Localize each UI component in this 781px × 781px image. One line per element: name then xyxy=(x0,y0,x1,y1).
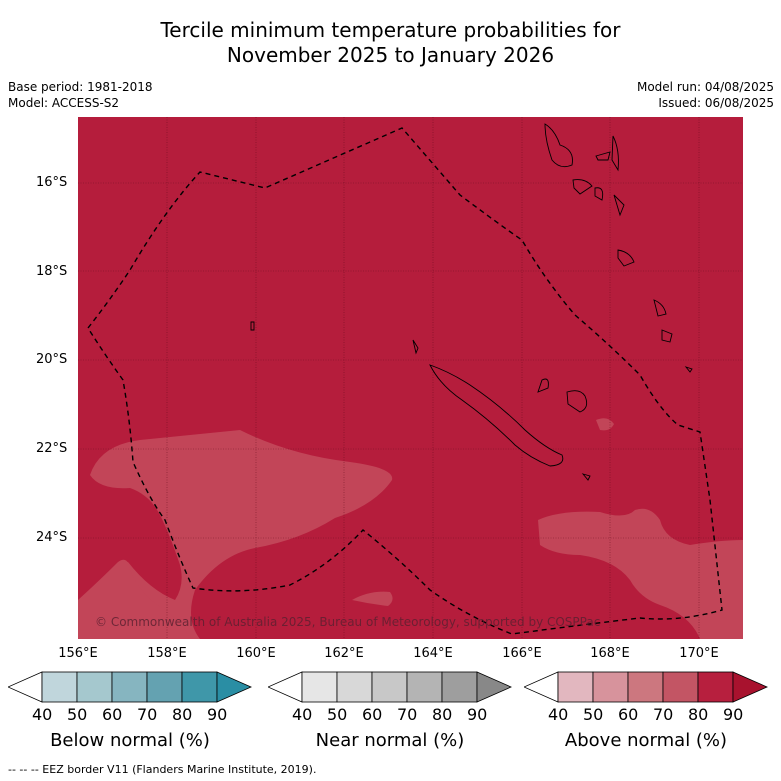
model-name: Model: ACCESS-S2 xyxy=(8,96,120,110)
tick-label: 80 xyxy=(432,705,453,724)
colorbar-swatch xyxy=(181,671,218,703)
title-line-1: Tercile minimum temperature probabilitie… xyxy=(160,18,621,42)
tick-label: 80 xyxy=(172,705,193,724)
meta-right: Model run: 04/08/2025 Issued: 06/08/2025 xyxy=(637,79,774,111)
colorbar-below-title: Below normal (%) xyxy=(50,730,210,751)
colorbar-swatch xyxy=(557,671,594,703)
above-70-region-east xyxy=(538,508,743,639)
tick-label: 60 xyxy=(618,705,639,724)
lon-label-158e: 158°E xyxy=(147,646,187,661)
lat-label-20s: 20°S xyxy=(36,352,68,367)
colorbar-swatch xyxy=(301,671,338,703)
colorbar-swatch xyxy=(76,671,113,703)
colorbar-swatch xyxy=(216,671,252,703)
lat-label-22s: 22°S xyxy=(36,441,68,456)
model-run: Model run: 04/08/2025 xyxy=(636,80,774,94)
above-70-region-island xyxy=(596,418,614,431)
colorbar-swatch xyxy=(476,671,512,703)
tick-label: 50 xyxy=(583,705,604,724)
tick-label: 90 xyxy=(207,705,228,724)
meta-left: Base period: 1981-2018 Model: ACCESS-S2 xyxy=(8,79,153,111)
tick-label: 40 xyxy=(292,705,313,724)
colorbar-swatch xyxy=(406,671,443,703)
new-caledonia-coast xyxy=(429,364,564,467)
lat-label-16s: 16°S xyxy=(36,175,68,190)
chart-title: Tercile minimum temperature probabilitie… xyxy=(0,18,781,68)
colorbar-swatch xyxy=(371,671,408,703)
colorbar-near xyxy=(268,671,512,703)
base-period: Base period: 1981-2018 xyxy=(8,80,153,94)
eez-border xyxy=(87,127,723,635)
colorbar-swatch xyxy=(336,671,373,703)
colorbar-below xyxy=(8,671,252,703)
above-70-region-small xyxy=(352,591,393,606)
colorbar-swatch xyxy=(662,671,699,703)
tick-label: 50 xyxy=(67,705,88,724)
colorbar-above-title: Above normal (%) xyxy=(564,730,728,751)
issued-date: Issued: 06/08/2025 xyxy=(658,96,774,110)
eez-legend-note: -- -- -- EEZ border V11 (Flanders Marine… xyxy=(8,763,317,776)
tick-label: 90 xyxy=(467,705,488,724)
lat-label-18s: 18°S xyxy=(36,264,68,279)
colorbar-above xyxy=(524,671,768,703)
above-70-region-west xyxy=(78,430,393,639)
tick-label: 60 xyxy=(102,705,123,724)
tick-label: 50 xyxy=(327,705,348,724)
gridlines xyxy=(78,117,743,639)
colorbar-swatch xyxy=(111,671,148,703)
tick-label: 60 xyxy=(362,705,383,724)
lon-label-156e: 156°E xyxy=(58,646,98,661)
above-70-region-sw xyxy=(78,559,190,639)
colorbar-near-title: Near normal (%) xyxy=(315,730,465,751)
tick-label: 70 xyxy=(653,705,674,724)
tick-label: 40 xyxy=(548,705,569,724)
colorbar-swatch xyxy=(592,671,629,703)
lon-label-160e: 160°E xyxy=(236,646,276,661)
tick-label: 80 xyxy=(688,705,709,724)
lon-label-170e: 170°E xyxy=(679,646,719,661)
tick-label: 90 xyxy=(723,705,744,724)
colorbar-swatch xyxy=(441,671,478,703)
copyright-notice: © Commonwealth of Australia 2025, Bureau… xyxy=(95,615,601,629)
lon-label-164e: 164°E xyxy=(413,646,453,661)
colorbar-swatch xyxy=(627,671,664,703)
colorbar-swatch xyxy=(697,671,734,703)
lon-label-162e: 162°E xyxy=(324,646,364,661)
coastlines xyxy=(250,123,693,481)
tick-label: 70 xyxy=(137,705,158,724)
title-line-2: November 2025 to January 2026 xyxy=(226,43,555,67)
lon-label-166e: 166°E xyxy=(502,646,542,661)
tick-label: 70 xyxy=(397,705,418,724)
lat-label-24s: 24°S xyxy=(36,530,68,545)
colorbar-swatch xyxy=(146,671,183,703)
lon-label-168e: 168°E xyxy=(590,646,630,661)
tick-label: 40 xyxy=(32,705,53,724)
colorbar-swatch xyxy=(732,671,768,703)
colorbar-swatch xyxy=(41,671,78,703)
